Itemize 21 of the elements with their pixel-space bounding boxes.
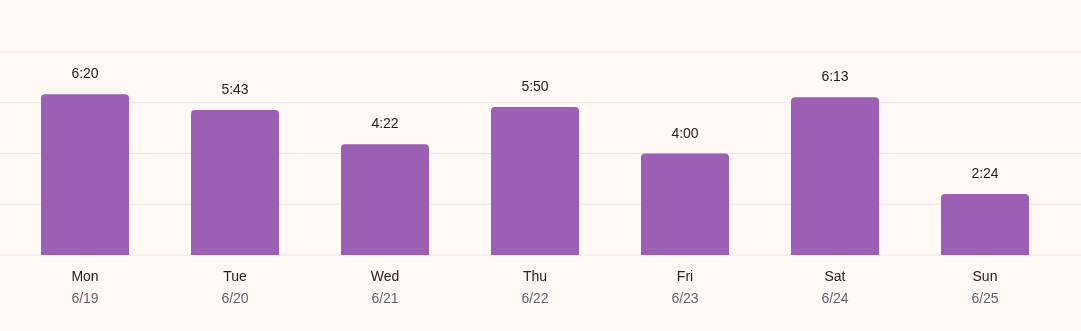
x-tick-label: Mon 6/19	[71, 268, 99, 306]
x-tick-label: Tue 6/20	[221, 268, 249, 306]
bar	[191, 109, 279, 255]
data-label: 6:20	[71, 65, 99, 82]
bar	[941, 194, 1029, 255]
x-tick-label: Fri 6/23	[671, 268, 699, 306]
x-tick-label: Thu 6/22	[521, 268, 549, 306]
data-label: 4:00	[671, 124, 699, 141]
x-tick-label: Sat 6/24	[821, 268, 849, 306]
bar	[491, 106, 579, 255]
data-label: 6:13	[821, 68, 849, 85]
bar	[41, 94, 129, 255]
bar	[791, 97, 879, 255]
bar	[641, 153, 729, 255]
x-tick-label: Wed 6/21	[370, 268, 400, 306]
data-label: 4:22	[371, 115, 399, 132]
data-label: 2:24	[971, 165, 999, 182]
data-label: 5:50	[521, 77, 549, 94]
bar	[341, 144, 429, 255]
x-tick-label: Sun 6/25	[971, 268, 999, 306]
data-label: 5:43	[221, 80, 249, 97]
